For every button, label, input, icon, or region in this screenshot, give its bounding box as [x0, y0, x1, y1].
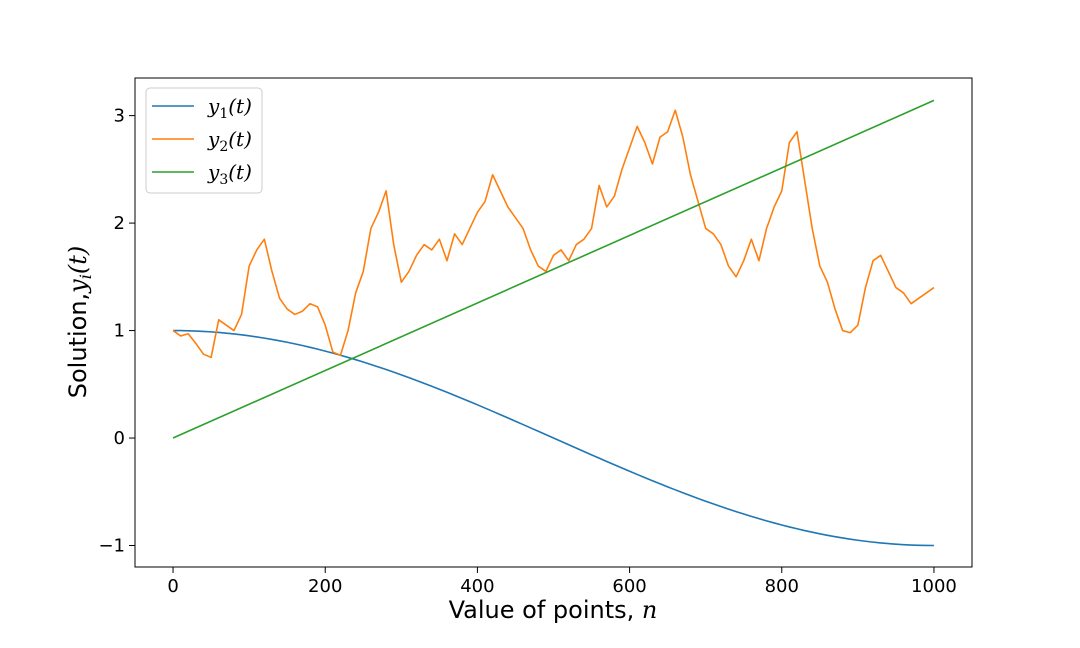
y-tick-label: 2 — [114, 213, 125, 234]
x-tick-label: 600 — [612, 576, 646, 597]
plot-area — [135, 78, 972, 567]
x-axis-label: Value of points, n — [449, 596, 658, 624]
y-tick-label: 0 — [114, 428, 125, 449]
legend-label-1: y1(t) — [207, 94, 252, 122]
x-axis-ticks: 0 200 400 600 800 1000 — [167, 567, 957, 597]
y-axis-label-text: Solution, — [64, 293, 92, 398]
y-tick-label: 1 — [114, 321, 125, 342]
y-tick-label: −1 — [98, 536, 125, 557]
y-axis-label-variable: y — [64, 279, 92, 294]
x-tick-label: 0 — [167, 576, 178, 597]
legend-box — [145, 87, 263, 194]
y-axis-ticks: −1 0 1 2 3 — [98, 106, 135, 557]
y-tick-label: 3 — [114, 106, 125, 127]
x-tick-label: 400 — [460, 576, 494, 597]
x-axis-label-text: Value of points, — [449, 596, 642, 624]
y-axis-label-subscript: i — [76, 274, 95, 279]
series-layer — [172, 99, 935, 547]
y-axis-label-argument: (t) — [64, 246, 92, 274]
legend-label-3: y3(t) — [207, 160, 252, 188]
x-tick-label: 1000 — [911, 576, 957, 597]
x-tick-label: 800 — [765, 576, 799, 597]
x-tick-label: 200 — [308, 576, 342, 597]
series-line-3 — [172, 99, 935, 439]
x-axis-label-variable: n — [642, 596, 657, 624]
y-axis-label: Solution,yi(t) — [64, 246, 95, 398]
legend: y1(t) y2(t) y3(t) — [145, 87, 263, 194]
plot-frame — [134, 77, 973, 568]
series-line-2 — [172, 109, 935, 359]
legend-entries: y1(t) y2(t) y3(t) — [152, 94, 252, 188]
series-line-1 — [173, 329, 934, 547]
legend-label-2: y2(t) — [207, 127, 252, 155]
